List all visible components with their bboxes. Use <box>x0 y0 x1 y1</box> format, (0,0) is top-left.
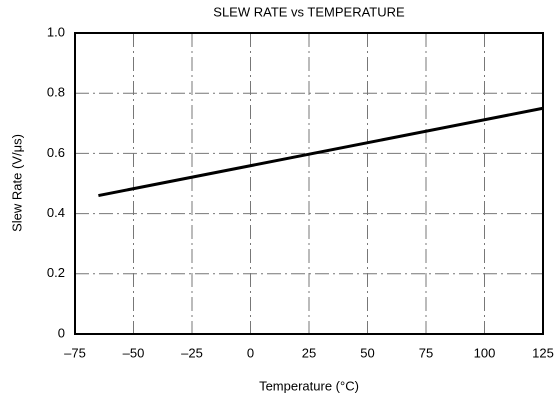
x-tick-label: 50 <box>360 345 374 360</box>
y-tick-label: 0.6 <box>47 145 65 160</box>
data-line <box>98 106 544 198</box>
x-tick-label: –25 <box>181 345 203 360</box>
x-tick-label: –50 <box>123 345 145 360</box>
y-axis-label: Slew Rate (V/μs) <box>9 134 24 232</box>
y-tick-label: 0 <box>58 325 65 340</box>
plot-frame <box>74 32 544 335</box>
y-tick-label: 0.4 <box>47 205 65 220</box>
chart-title: SLEW RATE vs TEMPERATURE <box>213 4 405 19</box>
x-tick-label: –75 <box>64 345 86 360</box>
x-tick-label: 25 <box>302 345 316 360</box>
x-tick-label: 125 <box>532 345 554 360</box>
y-tick-label: 0.2 <box>47 265 65 280</box>
x-tick-label: 100 <box>474 345 496 360</box>
y-tick-label: 0.8 <box>47 85 65 100</box>
x-tick-label: 0 <box>247 345 254 360</box>
x-axis-label: Temperature (°C) <box>259 378 359 393</box>
x-tick-label: 75 <box>419 345 433 360</box>
y-tick-label: 1.0 <box>47 24 65 39</box>
